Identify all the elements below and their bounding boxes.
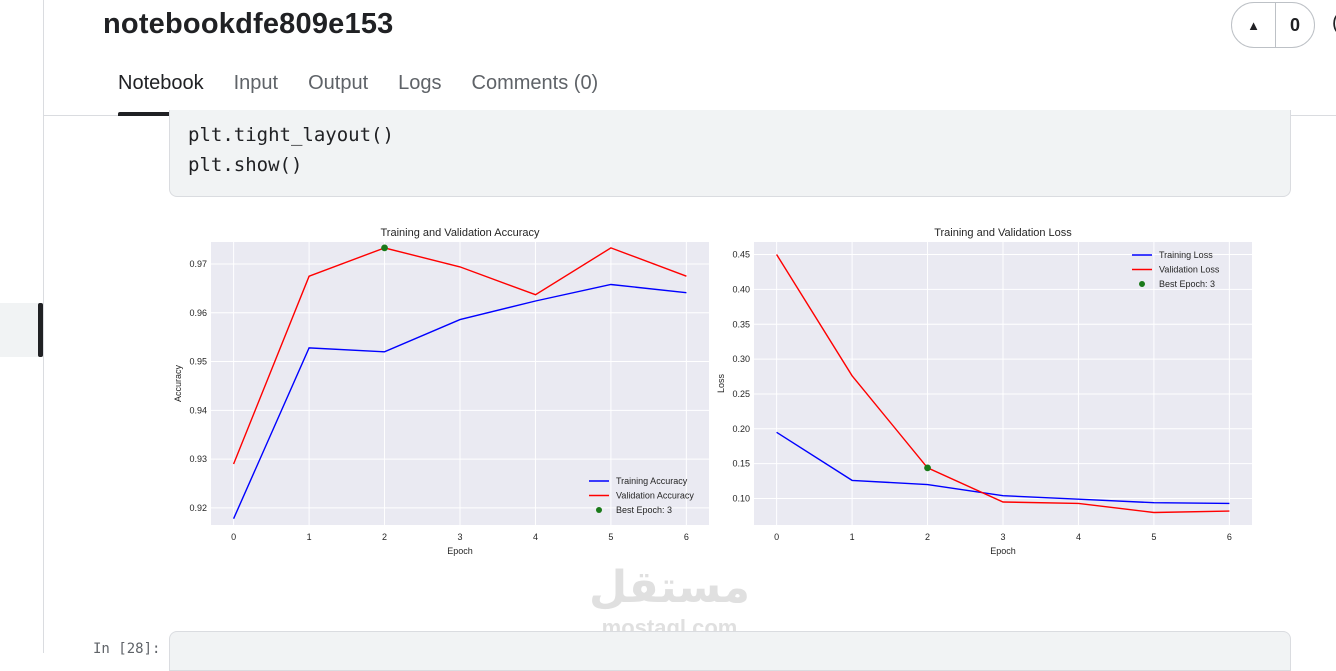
chart1-x-tick-label: 2 <box>382 532 387 542</box>
chart1-series-line-2 <box>232 247 687 465</box>
chart2-y-tick-label: 0.15 <box>732 459 750 469</box>
chart1-y-tick-label: 0.97 <box>189 259 207 269</box>
chart1-y-tick-label: 0.94 <box>189 405 207 415</box>
chart2-series-line-2 <box>776 254 1230 514</box>
chart1-legend-best-marker <box>596 507 602 513</box>
chart2-y-tick-label: 0.10 <box>732 494 750 504</box>
chart1-legend-label: Best Epoch: 3 <box>616 505 672 515</box>
chart2-legend-label: Training Loss <box>1159 250 1213 260</box>
chart1-x-tick-label: 3 <box>457 532 462 542</box>
tab-logs[interactable]: Logs <box>398 72 442 94</box>
chart1-x-tick-label: 1 <box>307 532 312 542</box>
chart2-y-tick-label: 0.25 <box>732 389 750 399</box>
chart1-series-line-1 <box>232 283 687 519</box>
code-line: plt.show() <box>188 154 303 176</box>
chart2-legend-best-marker <box>1139 281 1145 287</box>
chart2-x-tick-label: 6 <box>1227 532 1232 542</box>
rail-active-marker <box>38 303 43 357</box>
watermark: مستقل mostaql.com <box>587 560 752 640</box>
notebook-title: notebookdfe809e153 <box>103 8 394 40</box>
chart2-x-tick-label: 3 <box>1000 532 1005 542</box>
chart2-legend-label: Validation Loss <box>1159 265 1220 275</box>
chart1-x-tick-label: 6 <box>684 532 689 542</box>
chart2-y-tick-label: 0.20 <box>732 424 750 434</box>
vote-widget: ▲ 0 <box>1231 2 1315 48</box>
next-code-cell[interactable] <box>169 631 1291 671</box>
chart1-y-tick-label: 0.96 <box>189 308 207 318</box>
rail-active-block[interactable] <box>0 303 43 357</box>
chart2-best-epoch-point <box>924 464 931 472</box>
chart2-y-tick-label: 0.40 <box>732 284 750 294</box>
chart1-y-tick-label: 0.95 <box>189 357 207 367</box>
chart1-best-epoch-point <box>381 244 388 252</box>
chart2-x-tick-label: 2 <box>925 532 930 542</box>
chart1-legend-label: Validation Accuracy <box>616 491 694 501</box>
code-cell[interactable]: plt.tight_layout() plt.show() <box>169 110 1291 197</box>
chart1-x-axis-label: Epoch <box>447 546 473 556</box>
clipped-control-edge: ( <box>1332 12 1336 35</box>
notebook-header: notebookdfe809e153 ▲ 0 ( Notebook Input … <box>44 0 1336 116</box>
chart1-x-tick-label: 4 <box>533 532 538 542</box>
watermark-logo-text: مستقل <box>589 563 750 612</box>
tab-notebook[interactable]: Notebook <box>118 72 204 116</box>
chart1-title: Training and Validation Accuracy <box>381 227 540 239</box>
chart1-y-tick-label: 0.92 <box>189 503 207 513</box>
vote-count: 0 <box>1289 14 1300 35</box>
chart2-x-tick-label: 1 <box>850 532 855 542</box>
tab-input[interactable]: Input <box>233 72 279 94</box>
chart2-y-tick-label: 0.45 <box>732 250 750 260</box>
chart2-x-tick-label: 4 <box>1076 532 1081 542</box>
chart1-y-tick-label: 0.93 <box>189 454 207 464</box>
chart2-title: Training and Validation Loss <box>934 227 1072 239</box>
chart1-x-tick-label: 5 <box>608 532 613 542</box>
chart1-y-axis-label: Accuracy <box>173 364 183 402</box>
chart2-series-line-1 <box>776 431 1230 505</box>
chart2-x-tick-label: 0 <box>774 532 779 542</box>
chart2-y-tick-label: 0.35 <box>732 319 750 329</box>
chart1-x-tick-label: 0 <box>231 532 236 542</box>
cell-prompt: In [28]: <box>93 641 161 657</box>
chart2-y-axis-label: Loss <box>716 373 726 393</box>
chart2-y-tick-label: 0.30 <box>732 354 750 364</box>
code-line: plt.tight_layout() <box>188 124 394 146</box>
upvote-button[interactable]: ▲ <box>1232 3 1276 47</box>
chart2-legend-label: Best Epoch: 3 <box>1159 279 1215 289</box>
matplotlib-figure: 0 1 2 3 4 5 6 0.92 0.93 0.94 0.95 0.96 0.97 Training … <box>173 227 1252 556</box>
cell-output-figure: 0 1 2 3 4 5 6 0.92 0.93 0.94 0.95 0.96 0.97 Training … <box>169 220 1269 565</box>
notebook-tabs: Notebook Input Output Logs Comments (0) <box>118 72 628 116</box>
caret-up-icon: ▲ <box>1247 17 1260 33</box>
chart1-legend-label: Training Accuracy <box>616 476 688 486</box>
chart2-x-tick-label: 5 <box>1151 532 1156 542</box>
tab-output[interactable]: Output <box>308 72 369 94</box>
tab-comments[interactable]: Comments (0) <box>471 72 599 94</box>
chart2-x-axis-label: Epoch <box>990 546 1016 556</box>
